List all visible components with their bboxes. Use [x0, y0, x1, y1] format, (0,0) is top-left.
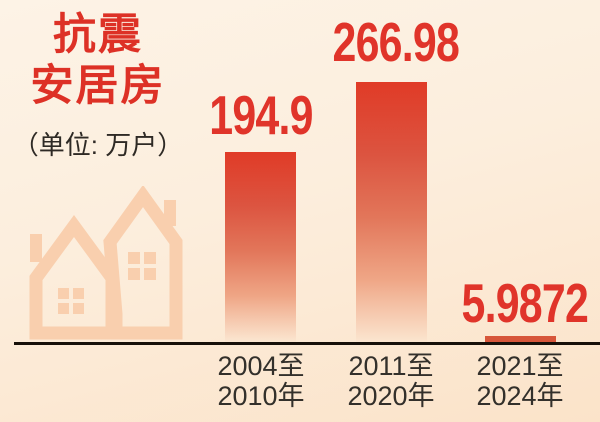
x-tick-line: 2024年 — [476, 381, 564, 411]
bar-2011-2020 — [356, 82, 427, 342]
value-label-2004-2010: 194.9 — [209, 84, 313, 146]
x-tick-2011-2020: 2011至 2020年 — [316, 351, 466, 411]
chart-title-block: 抗震 安居房 （单位: 万户） — [6, 10, 190, 162]
x-tick-line: 2021至 — [476, 351, 564, 381]
x-tick-line: 2004至 — [217, 351, 305, 381]
value-label-2011-2020: 266.98 — [332, 11, 460, 73]
x-tick-line: 2010年 — [217, 381, 305, 411]
x-axis-line — [14, 342, 600, 345]
bar-2021-2024 — [485, 336, 556, 342]
x-tick-line: 2011至 — [348, 351, 434, 381]
houses-watermark-icon — [29, 186, 183, 340]
value-label-2021-2024: 5.9872 — [461, 272, 589, 334]
x-tick-2004-2010: 2004至 2010年 — [186, 351, 336, 411]
bar-2004-2010 — [225, 152, 296, 342]
unit-label: （单位: 万户） — [12, 130, 184, 160]
x-tick-line: 2020年 — [347, 381, 435, 411]
chart-title-line-1: 抗震 — [53, 11, 143, 59]
chart-title-line-2: 安居房 — [30, 62, 166, 110]
x-tick-2021-2024: 2021至 2024年 — [445, 351, 595, 411]
